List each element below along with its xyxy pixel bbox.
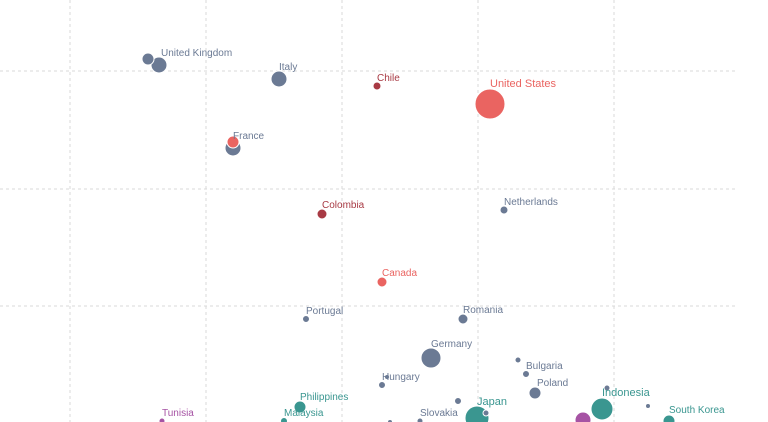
- data-point: [376, 276, 388, 288]
- data-point: [645, 403, 651, 409]
- data-point: [280, 417, 288, 422]
- data-point: [302, 315, 310, 323]
- data-points: [141, 52, 676, 422]
- data-label: Netherlands: [504, 197, 558, 208]
- data-label: Malaysia: [284, 408, 324, 419]
- data-label: Hungary: [382, 372, 420, 383]
- data-point: [158, 417, 166, 422]
- data-label: Portugal: [306, 306, 343, 317]
- data-label: Chile: [377, 73, 400, 84]
- data-point: [574, 411, 592, 422]
- data-point: [384, 374, 390, 380]
- data-point: [293, 400, 307, 414]
- data-label: Poland: [537, 378, 568, 389]
- data-label: Indonesia: [602, 387, 651, 399]
- grid: [0, 0, 735, 422]
- data-point: [474, 88, 506, 120]
- data-point: [457, 313, 469, 325]
- data-point: [316, 208, 328, 220]
- data-point: [482, 409, 490, 417]
- data-label: United States: [490, 78, 557, 90]
- data-label: Slovakia: [420, 408, 458, 419]
- data-point: [603, 384, 611, 392]
- data-label: Italy: [279, 62, 297, 73]
- data-label: Romania: [463, 305, 503, 316]
- data-point: [514, 356, 522, 364]
- data-point: [416, 417, 424, 422]
- data-point: [141, 52, 155, 66]
- data-point: [662, 414, 676, 422]
- data-point: [372, 81, 382, 91]
- data-labels: United Kingdom Italy Chile United States Fra…: [161, 48, 725, 419]
- data-label: Tunisia: [162, 408, 194, 419]
- data-label: Philippines: [300, 392, 348, 403]
- data-point: [226, 135, 240, 149]
- data-label: Bulgaria: [526, 361, 563, 372]
- data-point: [150, 56, 168, 74]
- data-point: [420, 347, 442, 369]
- data-point: [522, 370, 530, 378]
- data-label: France: [233, 131, 265, 142]
- data-point: [528, 386, 542, 400]
- data-label: United Kingdom: [161, 48, 232, 59]
- data-label: Germany: [431, 339, 472, 350]
- data-point: [270, 70, 288, 88]
- data-label: South Korea: [669, 405, 725, 416]
- data-point: [590, 397, 614, 421]
- data-label: Canada: [382, 268, 417, 279]
- data-point: [378, 381, 386, 389]
- data-point: [454, 397, 462, 405]
- data-label: Colombia: [322, 200, 365, 211]
- data-point: [499, 205, 509, 215]
- data-point: [464, 405, 490, 422]
- data-point: [387, 419, 393, 422]
- data-label: Japan: [477, 396, 507, 408]
